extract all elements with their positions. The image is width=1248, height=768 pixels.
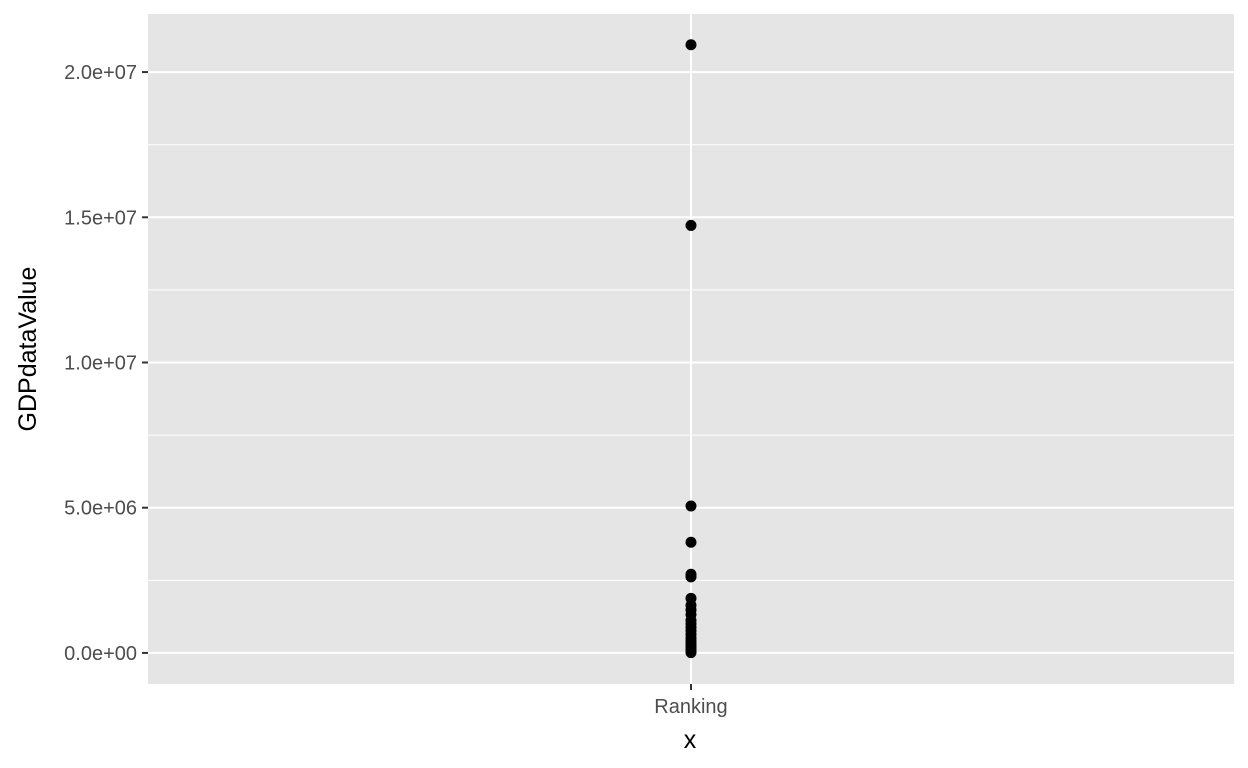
data-point: [685, 500, 697, 512]
y-tick-label: 0.0e+00: [64, 643, 137, 665]
axis-ticks: 0.0e+00 5.0e+06 1.0e+07 1.5e+07 2.0e+07 Ranki…: [64, 62, 728, 718]
data-point: [685, 39, 697, 51]
x-axis-title: x: [684, 726, 697, 754]
data-point: [685, 219, 697, 231]
y-tick-label: 5.0e+06: [64, 498, 137, 520]
y-axis-title: GDPdataValue: [14, 267, 42, 432]
data-point: [685, 536, 697, 548]
y-tick-label: 1.5e+07: [64, 207, 137, 229]
y-tick-label: 2.0e+07: [64, 62, 137, 84]
data-points: [685, 39, 697, 659]
y-tick-label: 1.0e+07: [64, 353, 137, 375]
x-tick-label: Ranking: [654, 696, 727, 718]
data-point: [685, 647, 697, 659]
data-point: [685, 571, 697, 583]
